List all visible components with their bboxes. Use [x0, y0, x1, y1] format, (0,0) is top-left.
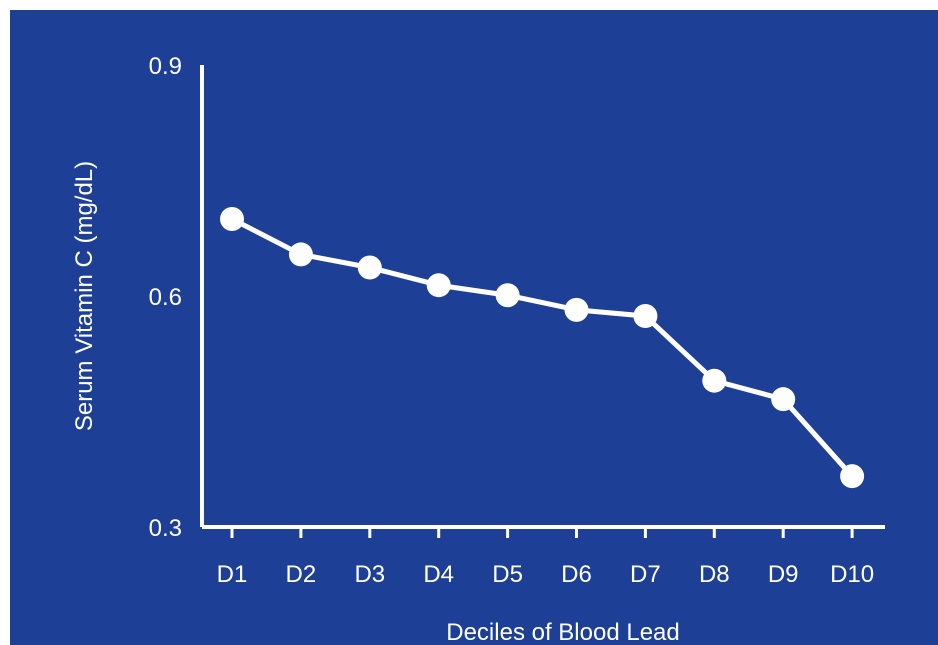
x-axis-title: Deciles of Blood Lead: [446, 619, 679, 645]
data-point-d4: [426, 273, 451, 298]
x-tick-label: D3: [354, 561, 385, 588]
data-point-d3: [357, 255, 382, 280]
y-tick-label: 0.9: [149, 53, 182, 80]
data-point-d8: [702, 368, 727, 393]
data-point-d5: [495, 283, 520, 308]
x-tick-label: D1: [217, 561, 248, 588]
y-tick-label: 0.3: [149, 515, 182, 542]
data-point-d6: [564, 297, 589, 322]
chart-panel: 0.3 0.6 0.9 D1 D2 D3 D4 D5 D6 D7 D8 D9 D10 Serum Vi…: [10, 10, 938, 645]
data-point-d2: [288, 242, 313, 267]
y-axis-title: Serum Vitamin C (mg/dL): [71, 161, 98, 431]
x-tick-label: D7: [630, 561, 661, 588]
data-point-d1: [220, 207, 244, 231]
y-tick-label: 0.6: [149, 284, 182, 311]
line-chart: 0.3 0.6 0.9 D1 D2 D3 D4 D5 D6 D7 D8 D9 D10 Serum Vi…: [71, 53, 885, 645]
x-tick-label: D4: [423, 561, 454, 588]
data-point-d7: [633, 304, 658, 329]
x-tick-label: D2: [286, 561, 317, 588]
x-tick-label: D5: [492, 561, 523, 588]
x-tick-label: D9: [768, 561, 799, 588]
data-point-d10: [840, 464, 865, 489]
x-tick-label: D8: [699, 561, 730, 588]
x-tick-label: D10: [830, 561, 874, 588]
series-line: [230, 216, 854, 478]
y-tick-labels: 0.3 0.6 0.9: [149, 53, 182, 542]
data-points: [220, 207, 865, 489]
x-tick-labels: D1 D2 D3 D4 D5 D6 D7 D8 D9 D10: [217, 527, 874, 588]
data-point-d9: [771, 387, 796, 412]
x-tick-label: D6: [561, 561, 592, 588]
